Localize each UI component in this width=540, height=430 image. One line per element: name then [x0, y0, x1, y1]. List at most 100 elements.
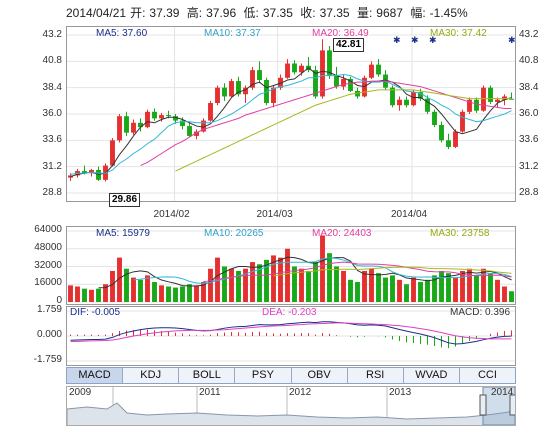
high-label: 高:	[186, 6, 203, 20]
tab-obv[interactable]: OBV	[292, 368, 348, 383]
y-tick-label: 40.8	[42, 55, 62, 67]
volume-bar	[236, 270, 241, 302]
candle	[397, 99, 402, 106]
volume-bar	[201, 282, 206, 302]
volume-bar	[348, 279, 353, 302]
x-tick-label: 2014/03	[256, 209, 293, 220]
volume-bar	[145, 275, 150, 302]
candle	[467, 99, 472, 112]
y-tick-label: 43.2	[519, 29, 539, 40]
candle	[236, 81, 241, 95]
candle	[320, 50, 325, 97]
y-tick-label: 0	[56, 295, 62, 306]
nav-year-2012: 2012	[289, 387, 312, 398]
volume-bar	[376, 273, 381, 302]
ma20-line	[140, 80, 512, 167]
dea-line	[70, 322, 512, 343]
star-icon: ✱	[411, 35, 419, 45]
volume-bar	[341, 270, 346, 302]
ma10-line	[70, 73, 512, 175]
volume-bar	[460, 270, 465, 302]
volume-ma10-line	[133, 257, 512, 284]
macd-chart[interactable]	[67, 307, 515, 365]
volume-value: 9687	[376, 6, 403, 20]
candle	[201, 120, 206, 132]
volume-bar	[117, 257, 122, 302]
volume-bar	[313, 262, 318, 302]
macd-panel[interactable]	[66, 306, 516, 366]
volume-bar	[299, 268, 304, 302]
y-tick-label: 32000	[34, 259, 62, 271]
volume-bar	[446, 273, 451, 302]
price-ma5-legend: MA5: 37.60	[96, 28, 148, 39]
volume-bar	[411, 277, 416, 302]
volume-bar	[334, 266, 339, 302]
candle	[453, 131, 458, 147]
candle	[194, 131, 199, 136]
price-ma20-legend: MA20: 36.49	[312, 28, 369, 39]
volume-bar	[166, 286, 171, 302]
navigator-left-handle[interactable]	[479, 394, 487, 416]
candle	[369, 64, 374, 78]
navigator-right-handle[interactable]	[509, 394, 517, 416]
price-ma30-legend: MA30: 37.42	[430, 28, 487, 39]
low-value: 37.35	[262, 6, 293, 20]
indicator-tabs: MACD KDJ BOLL PSY OBV RSI WVAD CCI	[66, 367, 516, 384]
y-tick-label: 36.0	[519, 108, 539, 119]
close-label: 收:	[300, 6, 316, 20]
volume-bar	[474, 275, 479, 302]
candle	[187, 126, 192, 136]
volume-bar	[208, 268, 213, 302]
dif-line	[70, 321, 512, 345]
tab-macd[interactable]: MACD	[67, 368, 124, 383]
tab-psy[interactable]: PSY	[235, 368, 292, 383]
candle	[313, 70, 318, 97]
star-icon: ✱	[429, 35, 437, 45]
candle	[257, 70, 262, 80]
y-tick-label: 28.8	[519, 187, 539, 198]
vol-ma10-legend: MA10: 20265	[204, 228, 264, 239]
price-panel[interactable]	[66, 26, 516, 202]
high-flag: 42.81	[333, 38, 365, 52]
candle	[488, 87, 493, 102]
candle	[285, 63, 290, 78]
volume-bar	[390, 275, 395, 302]
tab-wvad[interactable]: WVAD	[404, 368, 460, 383]
range-navigator[interactable]: 2009 2011 2012 2013 2014	[66, 386, 517, 426]
y-tick-label: 40.8	[519, 55, 539, 67]
volume-bar	[292, 266, 297, 302]
candle	[215, 87, 220, 104]
candle	[411, 92, 416, 106]
volume-bar	[180, 286, 185, 302]
ma30-line	[175, 89, 512, 172]
volume-bar	[75, 286, 80, 302]
tab-boll[interactable]: BOLL	[179, 368, 236, 383]
candle	[117, 116, 122, 141]
tab-cci[interactable]: CCI	[477, 369, 497, 381]
tab-rsi[interactable]: RSI	[348, 368, 404, 383]
candle	[460, 111, 465, 132]
tab-kdj[interactable]: KDJ	[123, 368, 180, 383]
price-ma10-legend: MA10: 37.37	[204, 28, 261, 39]
volume-ma5-line	[98, 256, 512, 289]
volume-bar	[418, 282, 423, 302]
candle	[432, 111, 437, 125]
open-label: 开:	[130, 6, 146, 20]
volume-panel[interactable]	[66, 226, 516, 305]
candle	[82, 171, 87, 174]
candle	[152, 111, 157, 119]
candle	[495, 99, 500, 102]
volume-chart[interactable]	[67, 227, 515, 304]
volume-bar	[89, 289, 94, 302]
price-chart[interactable]	[67, 27, 515, 201]
candle	[474, 99, 479, 111]
volume-bar	[257, 264, 262, 302]
volume-bar	[229, 268, 234, 302]
y-tick-label: 33.6	[519, 134, 539, 146]
dea-legend: DEA: -0.203	[262, 307, 317, 318]
candle	[292, 63, 297, 73]
candle	[89, 169, 94, 174]
vol-ma30-legend: MA30: 23758	[430, 228, 490, 239]
nav-year-2009: 2009	[69, 387, 92, 398]
y-tick-label: 31.2	[519, 160, 539, 172]
